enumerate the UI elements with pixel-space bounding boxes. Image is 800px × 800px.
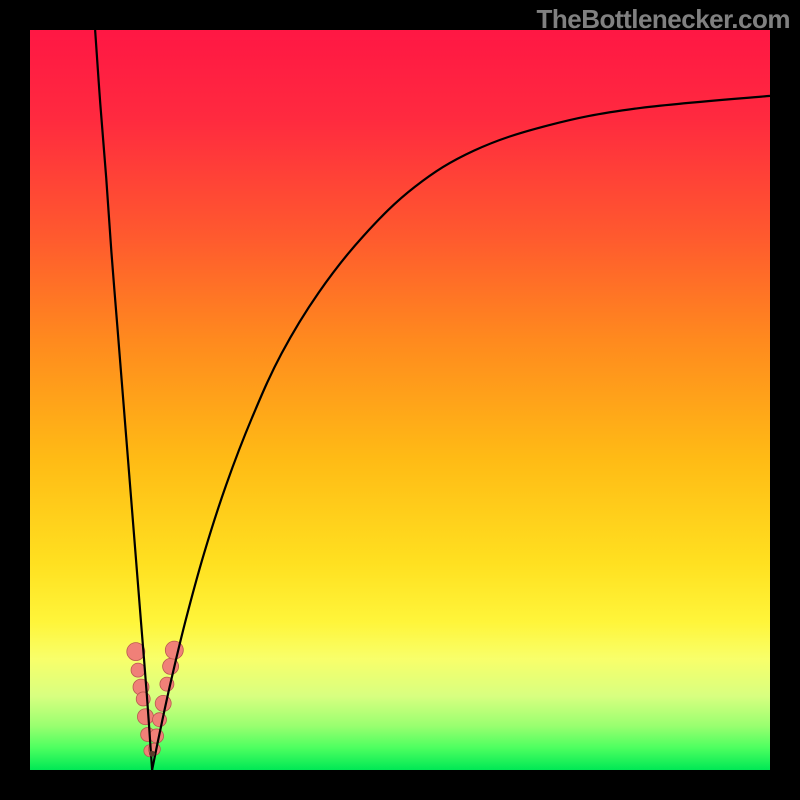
bottleneck-chart: TheBottlenecker.com <box>0 0 800 800</box>
chart-svg <box>0 0 800 800</box>
sample-marker <box>131 663 145 677</box>
watermark-label: TheBottlenecker.com <box>537 4 790 35</box>
sample-marker <box>155 695 171 711</box>
sample-marker <box>137 709 153 725</box>
center-marker <box>149 751 155 757</box>
sample-marker <box>150 729 164 743</box>
